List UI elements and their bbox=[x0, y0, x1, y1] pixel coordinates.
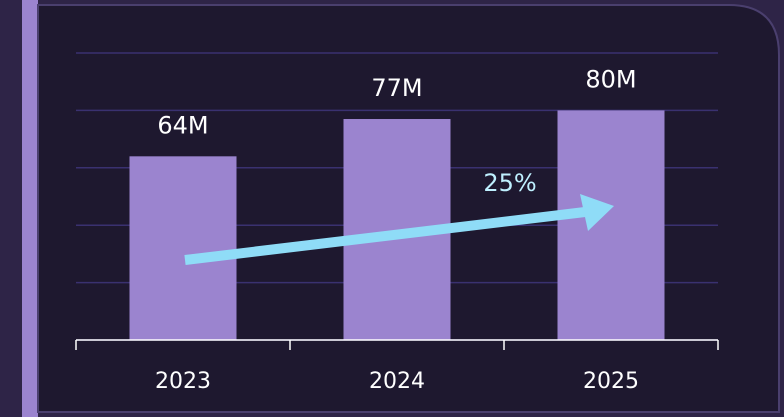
x-tick-label: 2024 bbox=[369, 369, 425, 394]
trend-arrow-head bbox=[580, 194, 614, 231]
value-label: 64M bbox=[157, 111, 208, 139]
bar bbox=[129, 156, 237, 340]
trend-arrow-shaft bbox=[184, 207, 586, 265]
value-label: 80M bbox=[585, 65, 636, 93]
side-strip bbox=[22, 0, 38, 417]
x-tick-label: 2025 bbox=[583, 369, 639, 394]
annotation: 25% bbox=[483, 169, 536, 197]
bar bbox=[557, 110, 665, 341]
value-label: 77M bbox=[371, 74, 422, 102]
x-tick-label: 2023 bbox=[155, 369, 211, 394]
